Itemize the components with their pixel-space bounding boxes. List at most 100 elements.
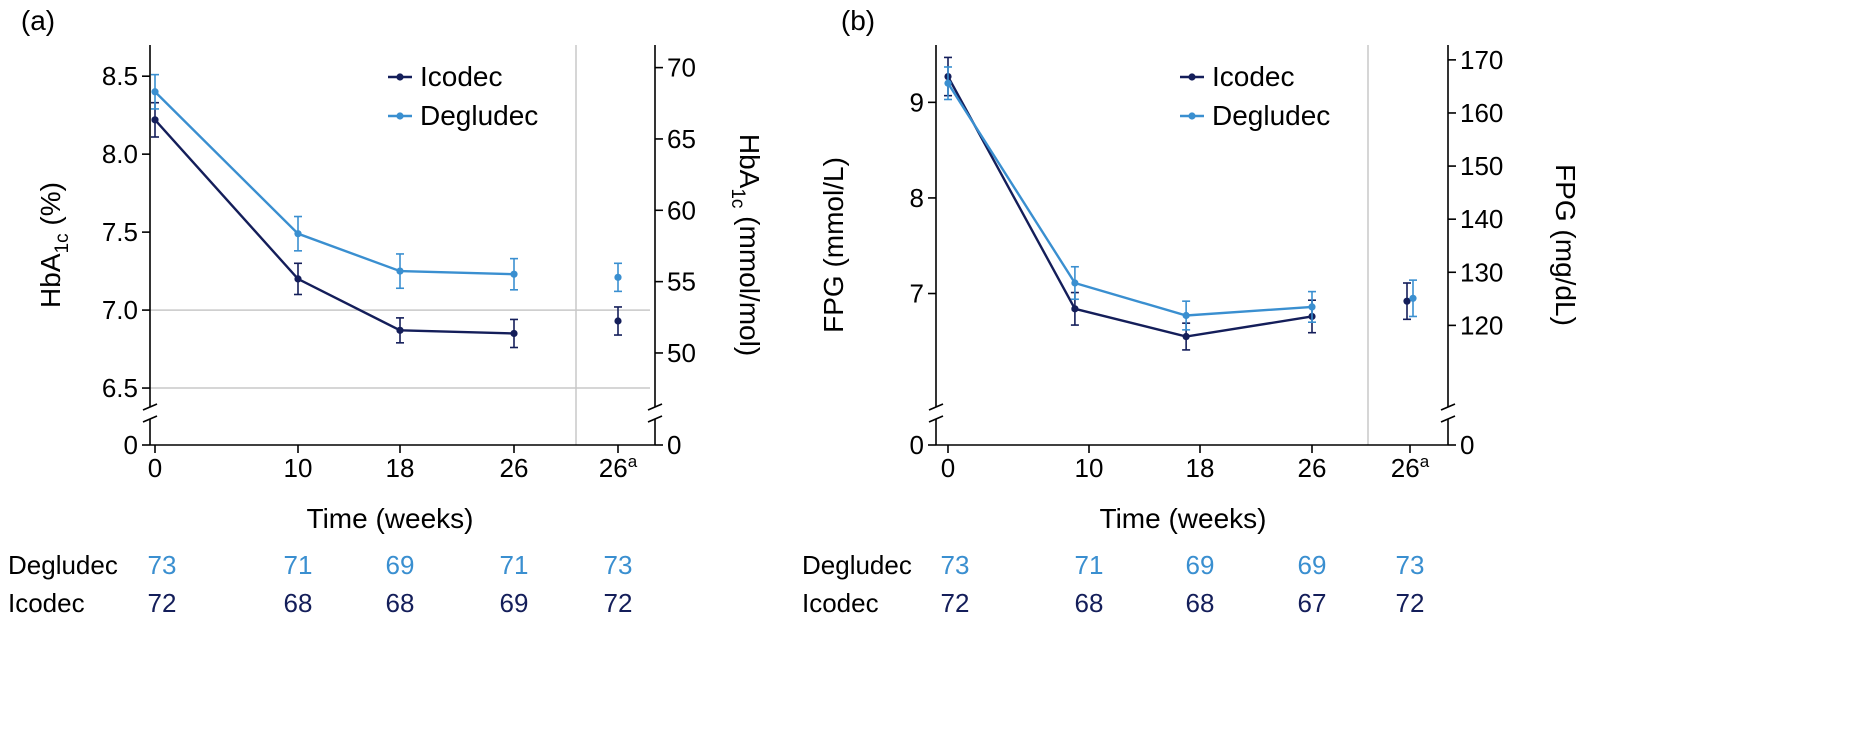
left-axis-title: FPG (mmol/L) — [818, 157, 849, 333]
series-line-icodec — [154, 119, 515, 335]
left-tick-label: 6.5 — [102, 373, 138, 403]
left-tick-label: 7.5 — [102, 217, 138, 247]
count-row-label: Degludec — [8, 550, 118, 580]
data-point-degludec — [1308, 303, 1316, 311]
data-point-end-icodec — [1403, 297, 1411, 305]
right-axis-title: FPG (mg/dL) — [1550, 164, 1581, 326]
left-tick-label: 7.0 — [102, 295, 138, 325]
x-tick-label: 0 — [941, 453, 955, 483]
right-tick-label: 65 — [667, 124, 696, 154]
x-axis-title: Time (weeks) — [307, 503, 474, 534]
legend-marker — [396, 112, 404, 120]
right-tick-label: 70 — [667, 53, 696, 83]
data-point-degludec — [396, 267, 404, 275]
x-tick-label: 26a — [1391, 452, 1430, 483]
axis-break-mark — [142, 403, 158, 411]
left-tick-label: 9 — [910, 87, 924, 117]
data-point-degludec — [151, 88, 159, 96]
legend-label: Degludec — [420, 100, 538, 131]
right-tick-label: 170 — [1460, 45, 1503, 75]
x-tick-label: 26a — [599, 452, 638, 483]
left-axis-title: HbA1c (%) — [35, 182, 73, 308]
data-point-icodec — [1182, 332, 1190, 341]
count-value: 68 — [386, 588, 415, 618]
data-point-icodec — [1071, 305, 1079, 313]
left-tick-label: 0 — [124, 430, 138, 460]
x-tick-label: 18 — [1186, 453, 1215, 483]
count-value: 73 — [604, 550, 633, 580]
legend-label: Degludec — [1212, 100, 1330, 131]
count-value: 71 — [1075, 550, 1104, 580]
right-tick-label: 0 — [1460, 430, 1474, 460]
data-point-icodec — [151, 116, 159, 124]
right-tick-label: 120 — [1460, 310, 1503, 340]
count-value: 68 — [1186, 588, 1215, 618]
count-value: 68 — [1075, 588, 1104, 618]
series-line-degludec — [946, 82, 1313, 317]
right-tick-label: 150 — [1460, 151, 1503, 181]
axis-break-mark — [1440, 403, 1456, 411]
right-axis-title: HbA1c (mmol/mol) — [727, 134, 765, 356]
x-axis-title: Time (weeks) — [1100, 503, 1267, 534]
count-row-label: Icodec — [8, 588, 85, 618]
legend-marker — [1188, 112, 1196, 120]
data-point-end-degludec — [1409, 294, 1417, 302]
legend-marker — [396, 73, 404, 81]
count-value: 71 — [284, 550, 313, 580]
legend-label: Icodec — [420, 61, 503, 92]
data-point-degludec — [510, 270, 518, 278]
count-value: 73 — [148, 550, 177, 580]
count-value: 72 — [941, 588, 970, 618]
data-point-end-icodec — [614, 317, 622, 325]
count-value: 68 — [284, 588, 313, 618]
x-tick-label: 10 — [284, 453, 313, 483]
x-tick-label: 10 — [1075, 453, 1104, 483]
right-tick-label: 60 — [667, 195, 696, 225]
data-point-degludec — [1182, 311, 1190, 320]
count-value: 69 — [500, 588, 529, 618]
data-point-degludec — [294, 230, 302, 238]
count-row-label: Icodec — [802, 588, 879, 618]
right-tick-label: 0 — [667, 430, 681, 460]
legend-marker — [1188, 73, 1196, 81]
right-tick-label: 160 — [1460, 98, 1503, 128]
count-row-label: Degludec — [802, 550, 912, 580]
x-tick-label: 18 — [386, 453, 415, 483]
right-tick-label: 130 — [1460, 257, 1503, 287]
left-tick-label: 7 — [910, 279, 924, 309]
x-tick-label: 26 — [500, 453, 529, 483]
data-point-icodec — [294, 275, 302, 283]
count-value: 72 — [604, 588, 633, 618]
data-point-degludec — [944, 79, 952, 87]
x-tick-label: 0 — [148, 453, 162, 483]
right-tick-label: 55 — [667, 267, 696, 297]
data-point-degludec — [1071, 279, 1079, 287]
left-tick-label: 8.5 — [102, 61, 138, 91]
axis-break-mark — [647, 415, 663, 423]
count-value: 71 — [500, 550, 529, 580]
data-point-icodec — [510, 329, 518, 338]
count-value: 73 — [941, 550, 970, 580]
data-point-icodec — [396, 326, 404, 334]
left-tick-label: 0 — [910, 430, 924, 460]
legend-label: Icodec — [1212, 61, 1295, 92]
series-line-degludec — [154, 90, 515, 276]
axis-break-mark — [928, 415, 944, 423]
count-value: 73 — [1396, 550, 1425, 580]
count-value: 72 — [148, 588, 177, 618]
count-value: 69 — [1186, 550, 1215, 580]
series-line-icodec — [946, 75, 1313, 338]
left-tick-label: 8.0 — [102, 139, 138, 169]
count-value: 69 — [386, 550, 415, 580]
x-tick-label: 26 — [1298, 453, 1327, 483]
left-tick-label: 8 — [910, 183, 924, 213]
axis-break-mark — [647, 403, 663, 411]
panel-label: (b) — [841, 5, 875, 36]
count-value: 72 — [1396, 588, 1425, 618]
data-point-end-degludec — [614, 273, 622, 281]
axis-break-mark — [1440, 415, 1456, 423]
panel-label: (a) — [21, 5, 55, 36]
